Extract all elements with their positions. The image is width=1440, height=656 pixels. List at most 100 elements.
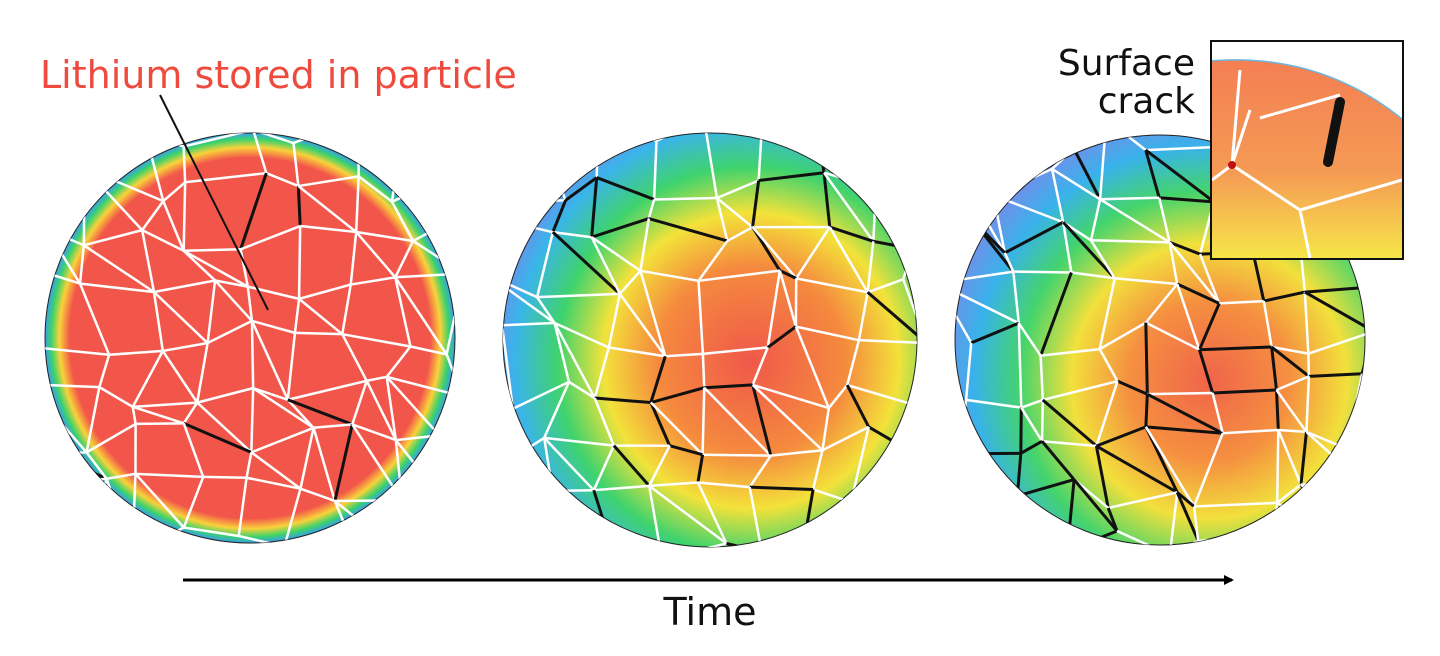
- grain-boundary: [590, 236, 642, 272]
- grain-boundary: [1105, 135, 1147, 152]
- grain-boundary: [297, 226, 302, 299]
- grain-boundary: [45, 135, 49, 184]
- grain-boundary: [552, 488, 594, 493]
- grain-boundary: [292, 142, 300, 187]
- grain-boundary: [1017, 323, 1023, 408]
- grain-boundary: [536, 296, 556, 324]
- crack-label: crack: [1098, 81, 1195, 122]
- particle-1: [44, 132, 456, 544]
- grain-boundary: [537, 292, 620, 299]
- grain-boundary: [1192, 432, 1224, 507]
- grain-boundary: [297, 185, 357, 233]
- grain-boundary: [607, 293, 622, 348]
- grain-boundary: [131, 406, 137, 425]
- grain-boundary: [45, 484, 54, 543]
- grain-boundary: [1192, 506, 1200, 541]
- crack: [1299, 431, 1308, 485]
- crack: [564, 176, 598, 202]
- grain-boundary: [250, 451, 302, 490]
- grain-boundary: [866, 241, 875, 293]
- grain-boundary: [827, 384, 849, 409]
- crack: [1175, 491, 1200, 542]
- grain-boundary: [45, 382, 100, 389]
- grain-boundary: [697, 240, 729, 282]
- grain-boundary: [1271, 345, 1309, 355]
- crack: [1270, 346, 1278, 391]
- grain-boundary: [846, 383, 911, 405]
- grain-boundary: [955, 282, 973, 344]
- grain-boundary: [45, 477, 107, 486]
- grain-boundary: [350, 276, 396, 286]
- grain-boundary: [649, 481, 698, 488]
- grain-boundary: [503, 452, 522, 495]
- grain-boundary: [401, 499, 450, 509]
- grain-boundary: [410, 345, 447, 356]
- grain-boundary: [1198, 253, 1221, 304]
- grain-boundary: [697, 280, 705, 354]
- grain-boundary: [778, 270, 798, 327]
- grain-boundary: [341, 284, 352, 335]
- grain-boundary: [445, 273, 455, 355]
- grain-boundary: [245, 452, 253, 478]
- grain-boundary: [240, 224, 301, 251]
- grain-boundary: [593, 397, 616, 447]
- grain-boundary: [394, 276, 448, 356]
- grain-boundary: [1327, 532, 1365, 545]
- grain-boundary: [145, 133, 185, 148]
- crack: [669, 444, 703, 457]
- grain-boundary: [351, 423, 397, 442]
- grain-boundary: [701, 387, 706, 455]
- grain-boundary: [1040, 347, 1100, 357]
- crack: [183, 421, 252, 454]
- crack: [1040, 440, 1076, 481]
- grain-boundary: [250, 320, 255, 389]
- crack: [1039, 271, 1073, 357]
- crack: [503, 530, 559, 543]
- grain-boundary: [1168, 492, 1179, 545]
- crack: [1095, 444, 1179, 494]
- grain-boundary: [342, 332, 411, 348]
- grain-boundary: [85, 422, 137, 454]
- crack: [649, 401, 672, 447]
- grain-boundary: [544, 436, 615, 447]
- grain-boundary: [46, 166, 86, 185]
- grain-boundary: [590, 236, 621, 295]
- time-label: Time: [663, 590, 757, 634]
- grain-boundary: [183, 526, 239, 538]
- grain-boundary: [503, 325, 515, 409]
- grain-boundary: [1219, 299, 1264, 305]
- grain-boundary: [354, 176, 360, 233]
- crack: [1198, 302, 1221, 351]
- grain-boundary: [106, 472, 136, 480]
- grain-boundary: [182, 249, 216, 282]
- grain-boundary: [1262, 300, 1273, 348]
- grain-boundary: [391, 173, 454, 203]
- grain-boundary: [366, 375, 387, 383]
- grain-boundary: [512, 380, 570, 410]
- crack: [1198, 349, 1215, 394]
- grain-boundary: [135, 472, 204, 479]
- grain-boundary: [294, 331, 343, 336]
- grain-boundary: [1114, 277, 1178, 286]
- crack: [1146, 392, 1224, 435]
- grain-boundary: [665, 352, 703, 358]
- grain-boundary: [1193, 501, 1278, 508]
- grain-boundary: [351, 380, 368, 425]
- grain-boundary: [45, 229, 48, 273]
- grain-boundary: [365, 380, 397, 441]
- grain-boundary: [87, 536, 133, 543]
- grain-boundary: [334, 499, 403, 503]
- crack: [1010, 534, 1068, 545]
- grain-boundary: [183, 249, 249, 288]
- grain-boundary: [1107, 491, 1178, 510]
- lithium-label: Lithium stored in particle: [40, 53, 517, 97]
- grain-boundary: [652, 141, 658, 200]
- inset-surface: [1212, 57, 1402, 120]
- grain-boundary: [1013, 270, 1072, 274]
- grain-boundary: [752, 383, 830, 410]
- grain-boundary: [795, 277, 868, 294]
- grain-boundary: [543, 437, 595, 492]
- grain-boundary: [239, 249, 250, 287]
- grain-boundary: [608, 346, 666, 358]
- grain-boundary: [965, 398, 1022, 409]
